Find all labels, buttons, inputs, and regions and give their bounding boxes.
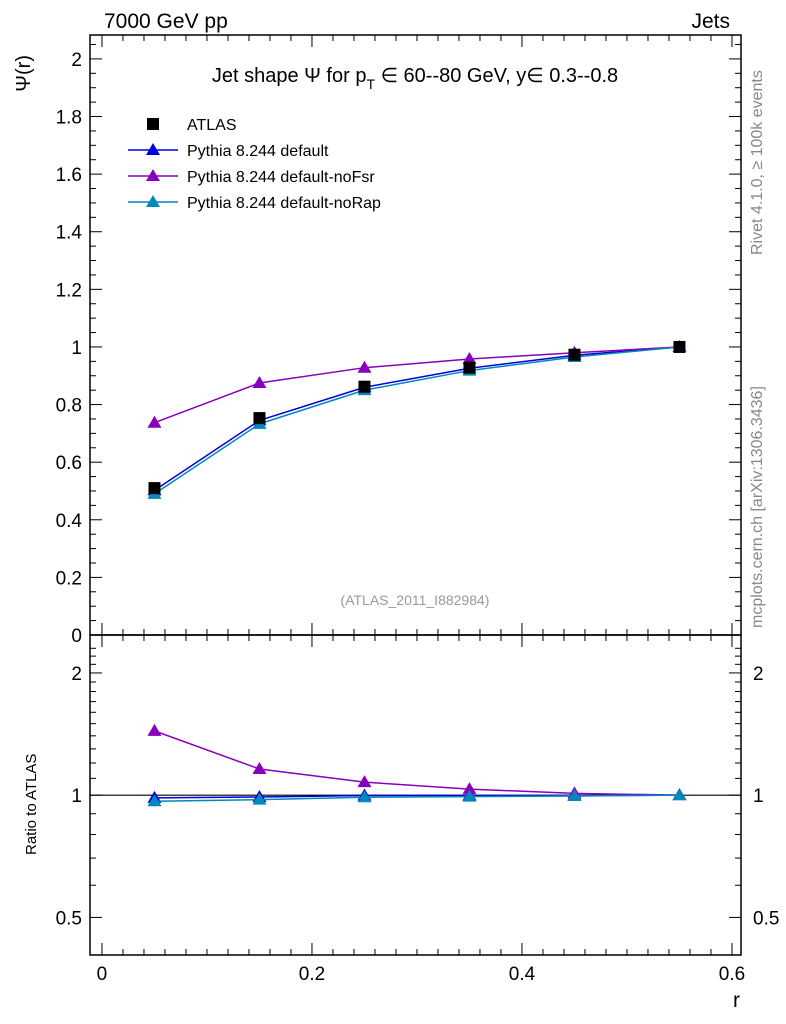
legend-marker <box>146 195 160 207</box>
x-tick-label: 0.6 <box>719 964 745 985</box>
ratio-line <box>154 794 680 803</box>
y-tick-label: 1 <box>71 338 82 359</box>
mcplots-label: mcplots.cern.ch [arXiv:1306.3436] <box>749 386 766 628</box>
ratio-point <box>252 792 267 805</box>
legend: ATLAS Pythia 8.244 default Pythia 8.244 de… <box>128 117 381 212</box>
ratio-point <box>357 790 372 803</box>
atlas-data-point <box>463 361 476 374</box>
x-tick-label: 0.4 <box>509 964 536 985</box>
atlas-data-point <box>358 380 371 393</box>
legend-label: Pythia 8.244 default <box>187 143 329 160</box>
atlas-data-point <box>568 348 581 361</box>
x-tick-label: 0 <box>97 964 108 985</box>
atlas-data-point <box>148 482 161 495</box>
y-tick-label: 2 <box>71 50 82 71</box>
y-tick-label: 1.8 <box>56 108 82 129</box>
ratio-y-tick-label: 0.5 <box>56 908 82 929</box>
ratio-y-tick-label-right: 1 <box>753 786 764 807</box>
header-right: Jets <box>691 10 730 33</box>
mc-point <box>252 375 267 388</box>
mc-point <box>147 415 162 428</box>
legend-marker <box>146 169 160 181</box>
ratio-y-tick-label: 2 <box>71 664 82 685</box>
y-tick-label: 1.6 <box>56 165 82 186</box>
main-title: Jet shape Ψ for pT ∈ 60--80 GeV, y∈ 0.3-… <box>212 65 618 92</box>
legend-label: ATLAS <box>187 117 237 134</box>
legend-marker <box>147 118 159 130</box>
mc-point <box>462 352 477 365</box>
y-tick-label: 0 <box>71 626 82 647</box>
header-left: 7000 GeV pp <box>104 10 228 33</box>
watermark: (ATLAS_2011_I882984) <box>341 592 490 608</box>
ratio-y-tick-label-right: 0.5 <box>753 908 779 929</box>
legend-label: Pythia 8.244 default-noRap <box>187 195 381 212</box>
mc-line <box>154 346 680 495</box>
y-tick-label: 0.2 <box>56 568 82 589</box>
y-tick-label: 1.4 <box>56 223 83 244</box>
rivet-label: Rivet 4.1.0, ≥ 100k events <box>749 70 766 255</box>
y-axis-label: Ψ(r) <box>13 55 35 92</box>
legend-marker <box>146 143 160 155</box>
y-tick-label: 0.6 <box>56 453 82 474</box>
x-tick-label: 0.2 <box>299 964 325 985</box>
ratio-point <box>252 761 267 774</box>
x-axis-label: r <box>733 989 740 1012</box>
legend-label: Pythia 8.244 default-noFsr <box>187 169 375 186</box>
ratio-point <box>462 782 477 795</box>
ratio-line <box>154 730 680 796</box>
ratio-y-tick-label-right: 2 <box>753 664 764 685</box>
atlas-data-point <box>253 412 266 425</box>
ratio-point <box>357 775 372 788</box>
y-tick-label: 0.4 <box>56 511 83 532</box>
ratio-y-tick-label: 1 <box>71 786 82 807</box>
mc-point <box>357 360 372 373</box>
ratio-point <box>672 788 687 801</box>
y-tick-label: 1.2 <box>56 280 82 301</box>
ratio-point <box>567 789 582 802</box>
mc-line <box>154 346 680 424</box>
mc-line <box>154 346 680 492</box>
ratio-y-axis-label: Ratio to ATLAS <box>23 754 40 855</box>
ratio-point <box>147 794 162 807</box>
y-tick-label: 0.8 <box>56 396 82 417</box>
ratio-point <box>462 789 477 802</box>
atlas-data-point <box>673 340 686 353</box>
ratio-point <box>147 723 162 736</box>
